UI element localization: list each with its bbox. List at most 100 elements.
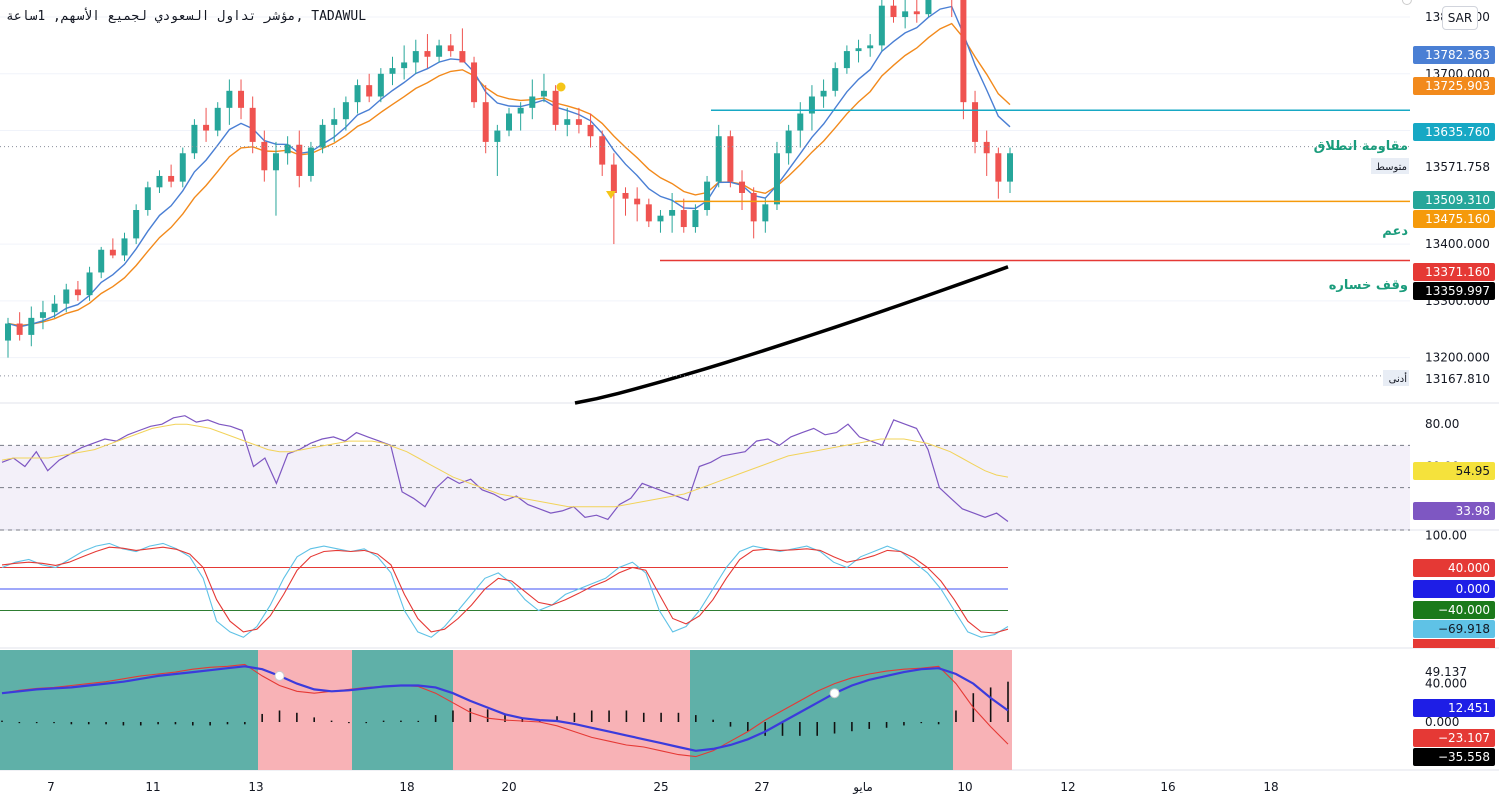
candle bbox=[412, 39, 419, 74]
time-axis-label: 20 bbox=[501, 780, 516, 794]
level-tag-bg bbox=[1371, 158, 1409, 174]
stoch-axis-label: 100.00 bbox=[1425, 528, 1467, 542]
candle-body bbox=[739, 181, 746, 193]
stoploss-value-bg bbox=[1413, 263, 1495, 281]
candle-body bbox=[680, 210, 687, 228]
candle bbox=[86, 266, 93, 301]
candle bbox=[832, 62, 839, 97]
candle bbox=[342, 96, 349, 131]
candle-body bbox=[5, 323, 11, 341]
candle-body bbox=[424, 51, 431, 57]
support-value-bg bbox=[1413, 210, 1495, 228]
candle bbox=[692, 204, 699, 233]
candle bbox=[319, 119, 326, 154]
candle-body bbox=[272, 153, 279, 171]
macd-cross-marker bbox=[274, 670, 285, 681]
candle bbox=[599, 130, 606, 176]
ma-black-value-bg bbox=[1413, 282, 1495, 300]
macd-histogram-value-bg bbox=[1413, 748, 1495, 766]
candle bbox=[1007, 147, 1013, 193]
candle bbox=[506, 107, 512, 137]
rsi-signal-line bbox=[1, 423, 1009, 508]
candle bbox=[960, 0, 967, 120]
candle bbox=[51, 295, 58, 318]
candle-body bbox=[925, 0, 932, 15]
candle-body bbox=[436, 45, 443, 57]
candle-body bbox=[144, 187, 151, 211]
candle-body bbox=[913, 11, 920, 15]
candle bbox=[459, 28, 466, 63]
candle bbox=[272, 141, 279, 216]
candle-body bbox=[226, 90, 233, 108]
macd-histogram-value: −35.558 bbox=[1438, 750, 1490, 764]
level-label-average: متوسط bbox=[1376, 162, 1407, 173]
candle-body bbox=[74, 289, 81, 296]
candle bbox=[494, 124, 501, 176]
macd-line bbox=[1, 665, 1009, 752]
support-value: 13475.160 bbox=[1425, 212, 1490, 226]
candle bbox=[98, 246, 105, 279]
candle-body bbox=[657, 215, 664, 222]
moving-average-blue bbox=[7, 5, 1011, 328]
macd-cross-marker bbox=[1401, 0, 1412, 5]
chart-title: مؤشر تداول السعودي لجميع الأسهم, 1ساعة, … bbox=[6, 9, 367, 24]
candle-body bbox=[645, 204, 652, 222]
candle-body bbox=[867, 45, 874, 49]
candle-body bbox=[86, 272, 93, 296]
ma-blue-value-bg bbox=[1413, 46, 1495, 64]
candle-body bbox=[669, 210, 676, 216]
candle-body bbox=[109, 249, 116, 256]
candle-body bbox=[704, 181, 711, 211]
currency-button[interactable]: SAR bbox=[1442, 6, 1478, 30]
candle-body bbox=[377, 73, 384, 97]
macd-regime-bear bbox=[453, 650, 690, 770]
candle-body bbox=[51, 303, 58, 313]
resistance-value-bg bbox=[1413, 123, 1495, 141]
candle-body bbox=[773, 153, 780, 205]
candle-body bbox=[832, 68, 839, 91]
candle bbox=[144, 181, 151, 216]
candle-body bbox=[284, 144, 291, 154]
candle-body bbox=[599, 136, 606, 165]
candle-body bbox=[459, 51, 466, 63]
candle-body bbox=[902, 11, 909, 18]
last-price-value: 13509.310 bbox=[1425, 193, 1490, 207]
moving-average-orange bbox=[7, 22, 1011, 327]
candle bbox=[226, 79, 233, 125]
candle bbox=[377, 68, 384, 103]
candle-body bbox=[401, 62, 408, 69]
candle bbox=[471, 56, 478, 108]
stoch-mid-value-bg bbox=[1413, 580, 1495, 598]
candle-body bbox=[366, 85, 373, 97]
stoch-fast-value: −69.918 bbox=[1438, 622, 1490, 636]
candle-body bbox=[133, 210, 140, 239]
candle-body bbox=[634, 198, 641, 205]
candle-body bbox=[39, 312, 46, 318]
candle bbox=[109, 238, 116, 259]
candle bbox=[727, 130, 734, 188]
candle-body bbox=[878, 5, 885, 46]
candle bbox=[610, 153, 617, 245]
candle bbox=[564, 107, 571, 137]
candle bbox=[715, 124, 722, 188]
candle bbox=[447, 34, 454, 57]
candle-body bbox=[692, 210, 699, 228]
candle-body bbox=[529, 96, 536, 108]
candle-body bbox=[471, 62, 478, 103]
stoch-upper-value: 40.000 bbox=[1448, 561, 1490, 575]
candle-body bbox=[575, 119, 582, 125]
candle-body bbox=[972, 102, 979, 142]
candle-body bbox=[63, 289, 70, 304]
candle bbox=[540, 73, 547, 103]
candle-body bbox=[610, 164, 617, 193]
stoch-fast-value-bg bbox=[1413, 620, 1495, 638]
candle-body bbox=[587, 124, 594, 137]
candle bbox=[669, 192, 676, 233]
candle bbox=[983, 130, 990, 176]
candle bbox=[39, 300, 46, 330]
candle bbox=[773, 141, 780, 211]
candle-body bbox=[762, 204, 769, 222]
candle bbox=[63, 283, 70, 313]
candle bbox=[890, 0, 897, 23]
